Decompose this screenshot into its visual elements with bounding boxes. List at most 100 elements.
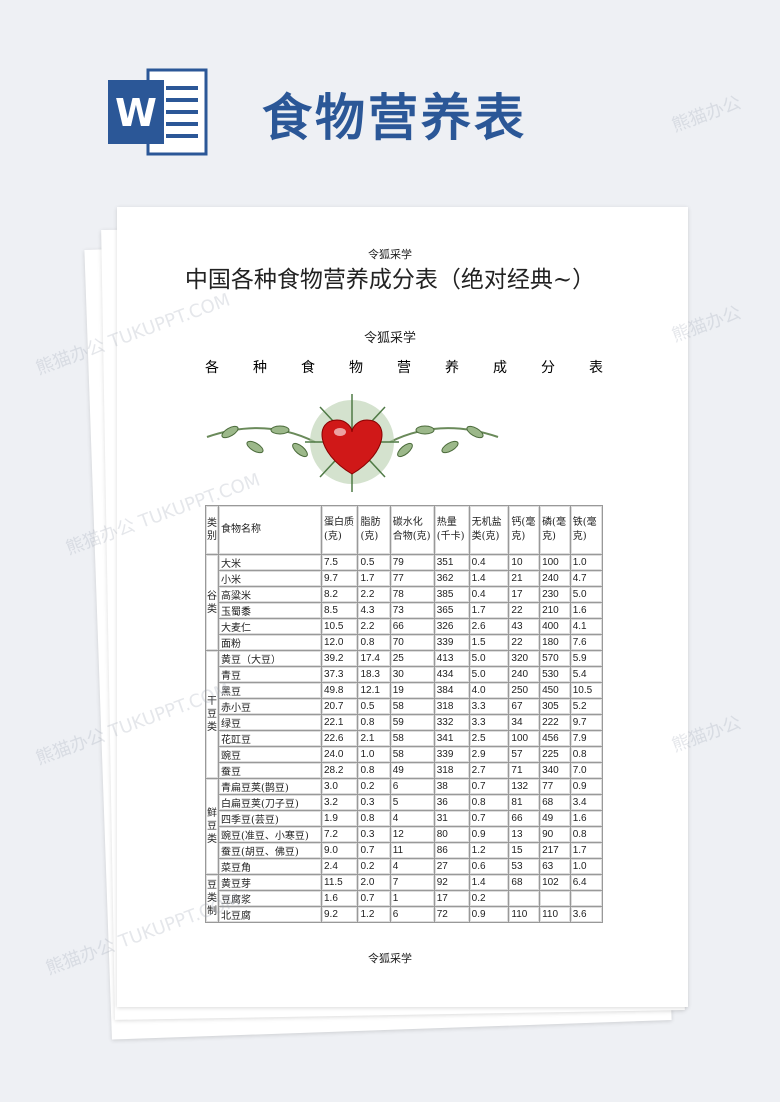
value-cell: 210 [539,602,571,619]
header-category: 类别 [205,505,219,555]
value-cell: 68 [508,874,541,891]
value-cell: 7.6 [569,634,604,651]
table-row: 干豆类 黄豆（大豆） 39.2 17.4 25 413 5.0 320 570 5.9 [205,650,604,779]
value-cell: 0.3 [357,794,391,811]
value-cell: 0.4 [468,554,510,571]
value-cell: 2.2 [357,586,391,603]
value-cell: 49.8 [320,682,359,699]
value-cell: 5.0 [468,666,510,683]
subtitle-char: 分 [541,360,555,376]
value-cell: 450 [539,682,571,699]
value-cell: 132 [508,778,541,795]
value-cell: 180 [539,634,571,651]
value-cell: 6 [389,906,435,923]
value-cell: 4 [389,858,435,875]
value-cell: 110 [539,906,571,923]
value-cell: 1.0 [569,554,604,571]
value-cell: 0.2 [357,858,391,875]
table-row: 豌豆 24.0 1.0 58 339 2.9 57 225 0.8 [206,746,604,763]
author-mid: 令狐采学 [363,331,416,346]
category-cell: 鲜豆类 [205,778,219,875]
value-cell: 434 [433,666,470,683]
nutrition-table: 类别 食物名称 蛋白质(克) 脂肪(克) 碳水化合物(克) 热量(千卡) 无机盐… [205,505,604,923]
value-cell: 4.7 [569,570,604,587]
subtitle-char: 营 [397,360,411,376]
value-cell: 53 [508,858,541,875]
food-name-cell: 玉蜀黍 [218,602,322,619]
table-row: 四季豆(芸豆) 1.9 0.8 4 31 0.7 66 49 1.6 [206,810,604,827]
value-cell: 1.0 [357,746,391,763]
food-name-cell: 绿豆 [218,714,322,731]
value-cell: 66 [508,810,541,827]
value-cell: 225 [539,746,571,763]
value-cell: 1 [389,890,435,907]
value-cell: 5.9 [569,650,604,667]
header-calcium: 钙(毫克) [508,505,541,555]
value-cell: 78 [389,586,435,603]
value-cell: 0.2 [357,778,391,795]
author-bottom: 令狐采学 [368,952,412,965]
value-cell: 10.5 [569,682,604,699]
value-cell: 30 [389,666,435,683]
value-cell: 13 [508,826,541,843]
value-cell: 0.8 [357,810,391,827]
value-cell: 362 [433,570,470,587]
value-cell: 80 [433,826,470,843]
value-cell: 3.4 [569,794,604,811]
value-cell: 9.0 [320,842,359,859]
table-header-row: 类别 食物名称 蛋白质(克) 脂肪(克) 碳水化合物(克) 热量(千卡) 无机盐… [205,505,604,555]
value-cell: 86 [433,842,470,859]
value-cell: 0.5 [357,554,391,571]
subtitle-char: 种 [253,360,267,376]
value-cell: 92 [433,874,470,891]
food-name-cell: 青扁豆荚(鹊豆) [218,778,322,795]
value-cell: 2.0 [357,874,391,891]
table-row: 面粉 12.0 0.8 70 339 1.5 22 180 7.6 [206,634,604,651]
food-name-cell: 高粱米 [218,586,322,603]
subtitle-char: 食 [301,360,315,376]
value-cell: 339 [433,746,470,763]
value-cell: 7.0 [569,762,604,779]
value-cell: 3.2 [320,794,359,811]
value-cell: 12.0 [320,634,359,651]
value-cell: 0.7 [468,810,510,827]
value-cell: 332 [433,714,470,731]
value-cell: 339 [433,634,470,651]
value-cell: 11 [389,842,435,859]
table-row: 大麦仁 10.5 2.2 66 326 2.6 43 400 4.1 [206,618,604,635]
value-cell: 4.0 [468,682,510,699]
subtitle-char: 成 [493,360,507,376]
value-cell: 27 [433,858,470,875]
table-row: 北豆腐 9.2 1.2 6 72 0.9 110 110 3.6 [206,906,604,923]
value-cell: 15 [508,842,541,859]
value-cell: 240 [508,666,541,683]
header-iron: 铁(毫克) [569,505,604,555]
value-cell: 305 [539,698,571,715]
value-cell: 2.7 [468,762,510,779]
value-cell: 73 [389,602,435,619]
food-name-cell: 青豆 [218,666,322,683]
value-cell: 63 [539,858,571,875]
value-cell: 70 [389,634,435,651]
header-mineral: 无机盐类(克) [468,505,510,555]
category-cell: 谷类 [205,554,219,651]
value-cell: 340 [539,762,571,779]
heart-vine-icon [205,392,500,497]
food-name-cell: 面粉 [218,634,322,651]
value-cell: 2.1 [357,730,391,747]
value-cell: 0.7 [357,842,391,859]
value-cell: 7 [389,874,435,891]
subtitle-char: 各 [205,360,219,376]
value-cell: 3.3 [468,714,510,731]
value-cell: 5 [389,794,435,811]
value-cell: 67 [508,698,541,715]
food-name-cell: 赤小豆 [218,698,322,715]
table-row: 高粱米 8.2 2.2 78 385 0.4 17 230 5.0 [206,586,604,603]
value-cell: 530 [539,666,571,683]
food-name-cell: 蚕豆 [218,762,322,779]
table-row: 蚕豆 28.2 0.8 49 318 2.7 71 340 7.0 [206,762,604,779]
value-cell: 320 [508,650,541,667]
value-cell: 77 [539,778,571,795]
value-cell: 10 [508,554,541,571]
table-row: 豆类制 黄豆芽 11.5 2.0 7 92 1.4 68 102 6.4 [205,874,604,923]
